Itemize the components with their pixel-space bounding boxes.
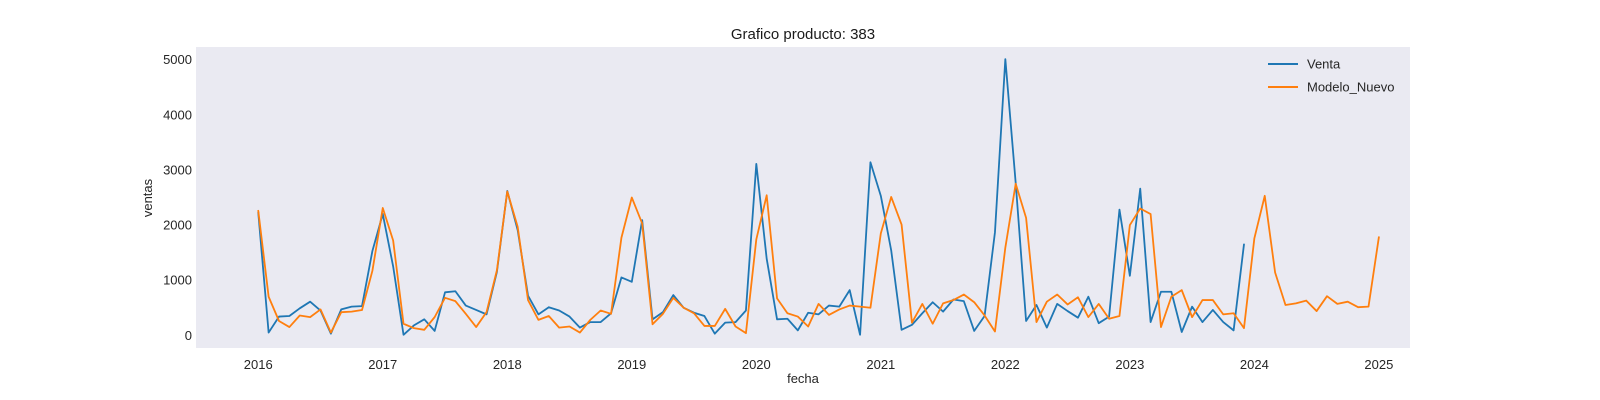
x-axis: 2016 2017 2018 2019 2020 2021 2022 2023 2024 2025 — [244, 357, 1394, 372]
y-axis-label: ventas — [140, 178, 155, 217]
series-line-venta — [257, 58, 1245, 336]
y-tick-label: 3000 — [163, 162, 192, 177]
y-tick-label: 4000 — [163, 107, 192, 122]
y-tick-label: 2000 — [163, 218, 192, 233]
series-line-modelo-nuevo — [257, 182, 1380, 335]
legend-label: Venta — [1307, 57, 1341, 72]
y-tick-label: 5000 — [163, 52, 192, 67]
y-tick-label: 1000 — [163, 273, 192, 288]
x-tick-label: 2024 — [1240, 357, 1269, 372]
x-axis-label: fecha — [787, 371, 820, 386]
x-tick-label: 2021 — [866, 357, 895, 372]
legend-item: Venta — [1268, 57, 1341, 72]
series-layer — [257, 58, 1380, 336]
x-tick-label: 2017 — [368, 357, 397, 372]
legend-label: Modelo_Nuevo — [1307, 80, 1394, 95]
x-tick-label: 2023 — [1115, 357, 1144, 372]
x-tick-label: 2019 — [617, 357, 646, 372]
legend-item: Modelo_Nuevo — [1268, 80, 1394, 95]
y-axis: 0 1000 2000 3000 4000 5000 — [163, 52, 192, 343]
legend: Venta Modelo_Nuevo — [1268, 57, 1394, 95]
x-tick-label: 2025 — [1364, 357, 1393, 372]
x-tick-label: 2022 — [991, 357, 1020, 372]
x-tick-label: 2020 — [742, 357, 771, 372]
y-tick-label: 0 — [185, 328, 192, 343]
x-tick-label: 2016 — [244, 357, 273, 372]
x-tick-label: 2018 — [493, 357, 522, 372]
chart-title: Grafico producto: 383 — [731, 26, 875, 43]
plot-area — [196, 47, 1410, 348]
